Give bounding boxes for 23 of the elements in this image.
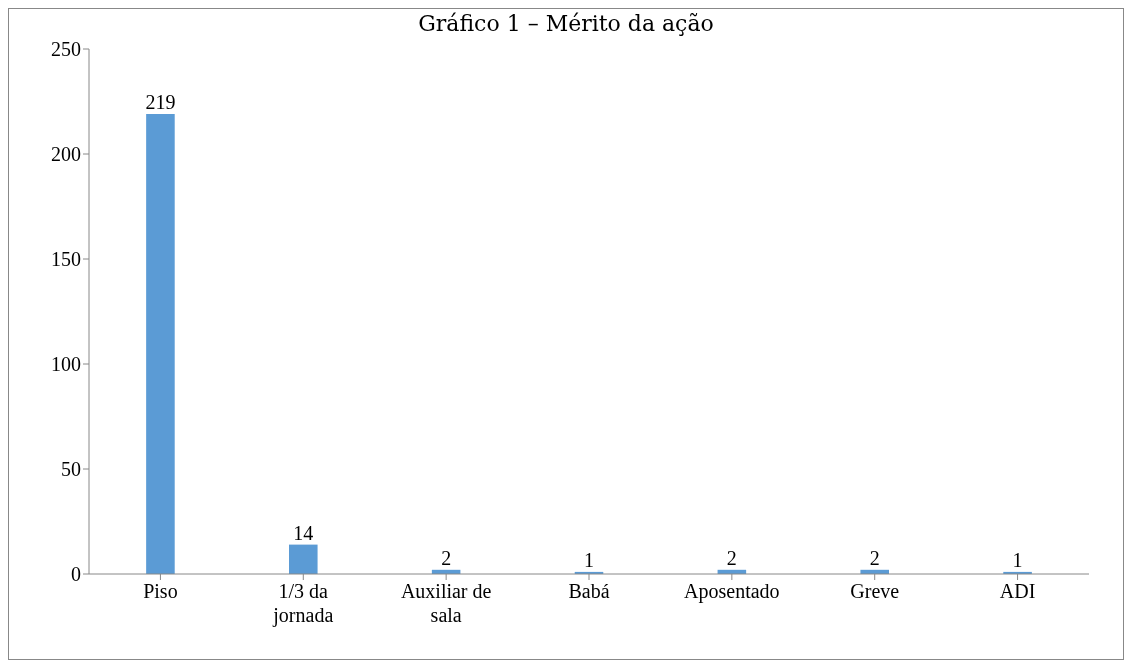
y-tick-label: 50 xyxy=(61,458,81,481)
data-label: 2 xyxy=(441,546,452,569)
x-tick-label: Babá xyxy=(568,580,610,602)
chart-title: Gráfico 1 – Mérito da ação xyxy=(417,10,715,38)
y-tick-label: 200 xyxy=(51,143,81,166)
data-label: 14 xyxy=(293,521,314,544)
data-label: 2 xyxy=(726,546,737,569)
bar xyxy=(146,114,175,574)
x-tick-label: Greve xyxy=(850,580,900,602)
x-tick-label: Aposentado xyxy=(684,580,780,603)
data-label: 1 xyxy=(584,548,594,571)
x-tick-label: 1/3 da jornada xyxy=(272,580,334,627)
x-tick-label: ADI xyxy=(999,580,1036,602)
y-tick-label: 0 xyxy=(71,563,81,586)
x-tick-label: Auxiliar de sala xyxy=(400,580,492,626)
data-label: 2 xyxy=(869,546,880,569)
x-tick-label: Piso xyxy=(143,580,178,602)
y-tick-label: 250 xyxy=(51,38,81,61)
data-label: 219 xyxy=(145,91,176,114)
bar xyxy=(289,544,318,574)
y-tick-label: 150 xyxy=(51,248,81,271)
data-label: 1 xyxy=(1012,548,1023,571)
y-tick-label: 100 xyxy=(51,353,81,376)
